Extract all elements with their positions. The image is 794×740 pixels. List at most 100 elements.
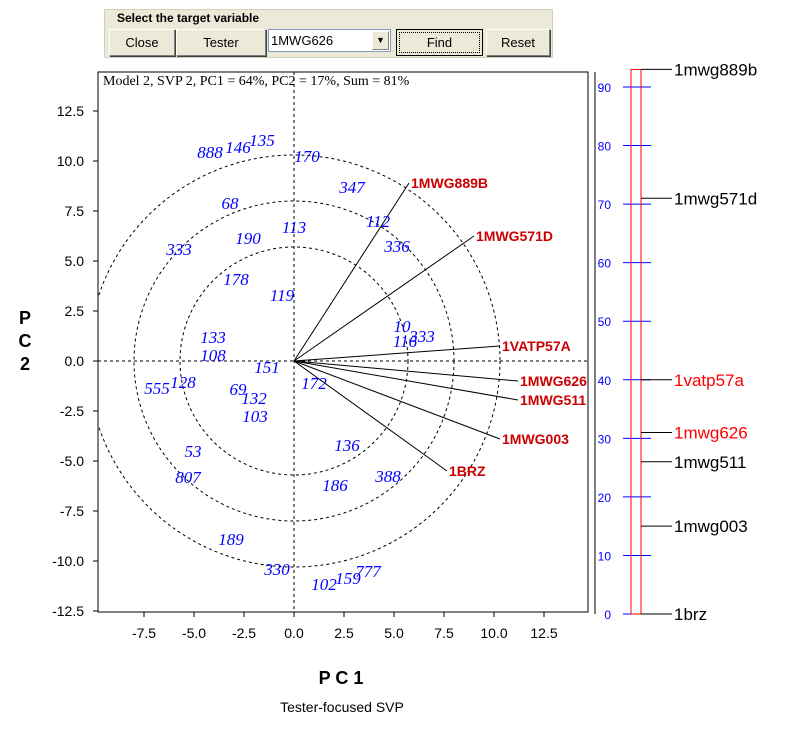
y-axis-title-letter: C [19, 331, 32, 351]
x-tick-label: 5.0 [384, 625, 404, 641]
genotype-label: 190 [235, 229, 261, 248]
genotype-label: 53 [185, 442, 202, 461]
marker-label: 1mwg889b [674, 60, 757, 79]
close-button[interactable]: Close [109, 29, 175, 56]
scale-tick-label: 80 [598, 140, 612, 154]
genotype-label: 108 [200, 346, 226, 365]
x-tick-label: -7.5 [132, 625, 156, 641]
find-label: Find [399, 32, 480, 53]
vector-line [293, 235, 475, 362]
x-axis-title: P C 1 [319, 668, 364, 688]
genotype-label: 136 [334, 436, 360, 455]
scale-tick-label: 0 [604, 608, 611, 622]
vector-label: 1MWG626 [520, 373, 587, 389]
scale-tick-label: 20 [598, 491, 612, 505]
y-axis-title-letter: 2 [20, 354, 30, 374]
vector-line [293, 360, 519, 401]
genotype-label: 112 [366, 212, 391, 231]
y-tick-label: -5.0 [60, 453, 84, 469]
genotype-label: 133 [200, 328, 226, 347]
genotype-label: 347 [338, 178, 366, 197]
genotype-label: 68 [222, 194, 240, 213]
caption: Tester-focused SVP [280, 699, 404, 715]
genotype-label: 102 [311, 575, 337, 594]
genotype-label: 388 [374, 467, 401, 486]
scale-tick-label: 30 [598, 432, 612, 446]
target-variable-group: Select the target variable Close Tester … [104, 9, 553, 58]
genotype-label: 189 [218, 530, 244, 549]
target-variable-select[interactable]: 1MWG626 ▼ [268, 29, 391, 52]
find-button[interactable]: Find [396, 29, 483, 56]
scale-tick-label: 50 [598, 315, 612, 329]
vector-label: 1MWG511 [520, 392, 586, 408]
group-title: Select the target variable [115, 11, 262, 25]
tester-button[interactable]: Tester [176, 29, 266, 56]
selected-variable: 1MWG626 [271, 33, 334, 48]
genotype-label: 888 [197, 143, 223, 162]
x-tick-label: 10.0 [480, 625, 507, 641]
y-tick-label: 2.5 [65, 303, 85, 319]
marker-label: 1brz [674, 605, 707, 624]
scale-tick-label: 70 [598, 198, 612, 212]
genotype-label: 555 [144, 379, 170, 398]
y-axis-title-letter: P [19, 308, 31, 328]
vector-line [293, 360, 501, 440]
vector-label: 1VATP57A [502, 338, 571, 354]
genotype-label: 119 [270, 286, 295, 305]
marker-label: 1mwg003 [674, 517, 748, 536]
genotype-label: 132 [241, 389, 267, 408]
x-tick-label: 0.0 [284, 625, 304, 641]
x-tick-label: -2.5 [232, 625, 256, 641]
genotype-label: 333 [165, 240, 192, 259]
marker-label: 1vatp57a [674, 371, 744, 390]
genotype-label: 10 [394, 317, 412, 336]
scale-tick-label: 10 [598, 549, 612, 563]
x-tick-label: 7.5 [434, 625, 454, 641]
vector-label: 1MWG889B [411, 175, 488, 191]
marker-label: 1mwg511 [674, 453, 746, 472]
genotype-label: 178 [223, 270, 249, 289]
genotype-label: 807 [175, 468, 202, 487]
chevron-down-icon[interactable]: ▼ [372, 31, 389, 50]
chromosome-bar [630, 68, 642, 615]
vector-line [293, 182, 410, 362]
x-tick-label: 12.5 [530, 625, 557, 641]
concentric-circle [179, 246, 409, 476]
genotype-label: 159 [335, 569, 361, 588]
genotype-label: 170 [294, 147, 320, 166]
y-tick-label: -10.0 [52, 553, 84, 569]
genotype-label: 172 [301, 374, 327, 393]
concentric-circle [133, 200, 455, 522]
y-tick-label: 12.5 [57, 103, 84, 119]
genotype-label: 333 [408, 327, 435, 346]
vector-label: 1MWG571D [476, 228, 553, 244]
genotype-label: 146 [225, 138, 251, 157]
y-tick-label: -2.5 [60, 403, 84, 419]
genotype-label: 113 [282, 218, 306, 237]
genotype-label: 777 [355, 562, 382, 581]
plot-header: Model 2, SVP 2, PC1 = 64%, PC2 = 17%, Su… [103, 74, 410, 89]
genotype-label: 186 [322, 476, 348, 495]
y-tick-label: 0.0 [65, 353, 85, 369]
genotype-label: 128 [170, 373, 196, 392]
y-tick-label: 5.0 [65, 253, 85, 269]
reset-button[interactable]: Reset [486, 29, 550, 56]
vector-line [293, 360, 448, 472]
marker-label: 1mwg571d [674, 189, 757, 208]
vector-label: 1BRZ [449, 463, 486, 479]
x-tick-label: 2.5 [334, 625, 354, 641]
marker-label: 1mwg626 [674, 423, 748, 442]
scale-tick-label: 40 [598, 374, 612, 388]
y-tick-label: -12.5 [52, 603, 84, 619]
genotype-label: 103 [242, 407, 268, 426]
concentric-circle [98, 154, 501, 568]
genotype-label: 116 [393, 332, 418, 351]
scale-tick-label: 90 [598, 81, 612, 95]
genotype-label: 69 [230, 380, 248, 399]
genotype-label: 151 [254, 358, 280, 377]
genotype-label: 330 [263, 560, 290, 579]
vector-line [293, 360, 519, 382]
genotype-label: 135 [249, 131, 275, 150]
